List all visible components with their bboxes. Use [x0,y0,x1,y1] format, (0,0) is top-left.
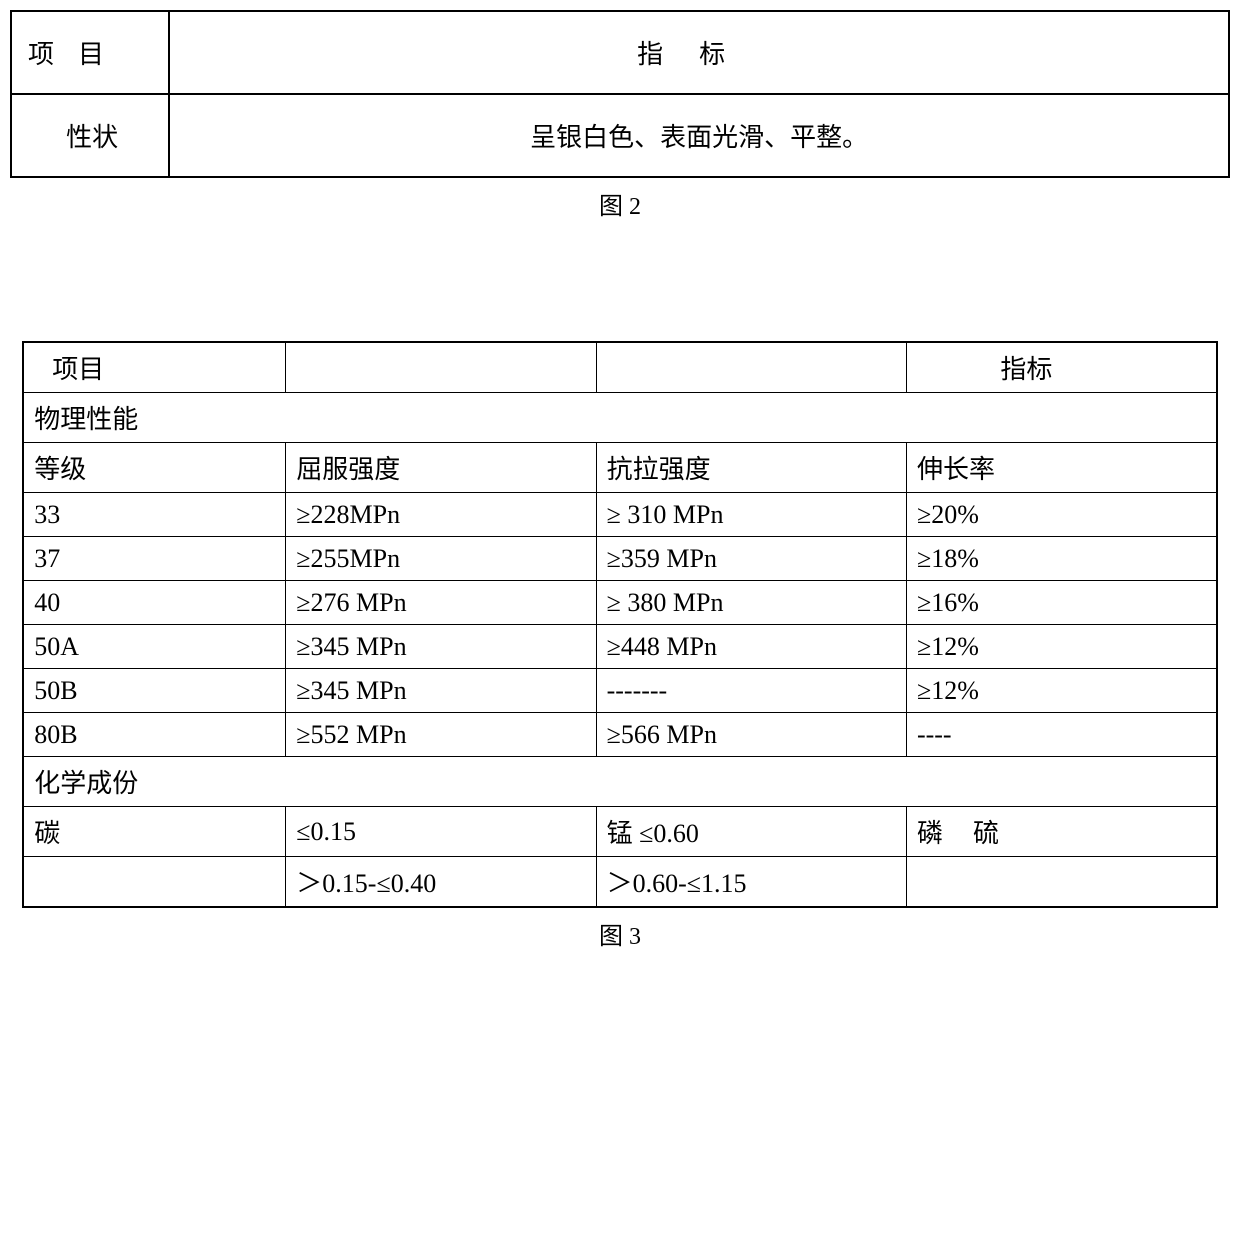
figure2-header-row: 项目 指标 [11,11,1229,94]
figure3-header-empty1 [286,342,596,393]
chem-empty2 [906,857,1216,908]
yield-cell: ≥276 MPn [286,581,596,625]
figure3-subheader-grade: 等级 [23,443,286,493]
figure3-chem-row2: ＞0.15-≤0.40 ＞0.60-≤1.15 [23,857,1217,908]
carbon-range: ＞0.15-≤0.40 [286,857,596,908]
tensile-cell: ≥566 MPn [596,713,906,757]
yield-cell: ≥228MPn [286,493,596,537]
tensile-cell: ≥ 380 MPn [596,581,906,625]
figure2-data-row: 性状 呈银白色、表面光滑、平整。 [11,94,1229,177]
grade-cell: 40 [23,581,286,625]
figure3-header-indicator: 指标 [906,342,1216,393]
tensile-cell: ≥359 MPn [596,537,906,581]
table-row: 80B ≥552 MPn ≥566 MPn ---- [23,713,1217,757]
table-row: 33 ≥228MPn ≥ 310 MPn ≥20% [23,493,1217,537]
yield-cell: ≥552 MPn [286,713,596,757]
elongation-cell: ≥20% [906,493,1216,537]
yield-cell: ≥255MPn [286,537,596,581]
figure3-section-chemical: 化学成份 [23,757,1217,807]
figure3-chem-row1: 碳 ≤0.15 锰 ≤0.60 磷硫 [23,807,1217,857]
figure3-subheader-elongation: 伸长率 [906,443,1216,493]
manganese-value: 锰 ≤0.60 [596,807,906,857]
grade-cell: 33 [23,493,286,537]
yield-cell: ≥345 MPn [286,625,596,669]
phosphorus-sulfur-label: 磷硫 [906,807,1216,857]
carbon-label: 碳 [23,807,286,857]
table-row: 50A ≥345 MPn ≥448 MPn ≥12% [23,625,1217,669]
table-row: 37 ≥255MPn ≥359 MPn ≥18% [23,537,1217,581]
tensile-cell: ≥ 310 MPn [596,493,906,537]
figure2-header-project: 项目 [11,11,169,94]
grade-cell: 50A [23,625,286,669]
manganese-range: ＞0.60-≤1.15 [596,857,906,908]
yield-cell: ≥345 MPn [286,669,596,713]
figure2-caption: 图 2 [10,186,1230,221]
figure3-header-project: 项目 [23,342,286,393]
elongation-cell: ≥12% [906,625,1216,669]
table-row: 40 ≥276 MPn ≥ 380 MPn ≥16% [23,581,1217,625]
grade-cell: 80B [23,713,286,757]
figure3-header-empty2 [596,342,906,393]
tensile-cell: ------- [596,669,906,713]
elongation-cell: ≥12% [906,669,1216,713]
chem-empty [23,857,286,908]
figure2-header-indicator: 指标 [169,11,1229,94]
figure2-table: 项目 指标 性状 呈银白色、表面光滑、平整。 [10,10,1230,178]
figure3-table: 项目 指标 物理性能 等级 屈服强度 抗拉强度 伸长率 33 ≥228MPn ≥… [22,341,1218,908]
figure3-section-chemical-row: 化学成份 [23,757,1217,807]
grade-cell: 37 [23,537,286,581]
figure3-header-row: 项目 指标 [23,342,1217,393]
figure3-caption: 图 3 [10,916,1230,951]
figure2-property-value: 呈银白色、表面光滑、平整。 [169,94,1229,177]
elongation-cell: ≥18% [906,537,1216,581]
tensile-cell: ≥448 MPn [596,625,906,669]
elongation-cell: ≥16% [906,581,1216,625]
figure3-subheader-yield: 屈服强度 [286,443,596,493]
figure3-subheader-row: 等级 屈服强度 抗拉强度 伸长率 [23,443,1217,493]
table-row: 50B ≥345 MPn ------- ≥12% [23,669,1217,713]
carbon-value: ≤0.15 [286,807,596,857]
figure3-section-physical: 物理性能 [23,393,1217,443]
figure2-property-label: 性状 [11,94,169,177]
figure3-section-physical-row: 物理性能 [23,393,1217,443]
figure3-subheader-tensile: 抗拉强度 [596,443,906,493]
elongation-cell: ---- [906,713,1216,757]
grade-cell: 50B [23,669,286,713]
